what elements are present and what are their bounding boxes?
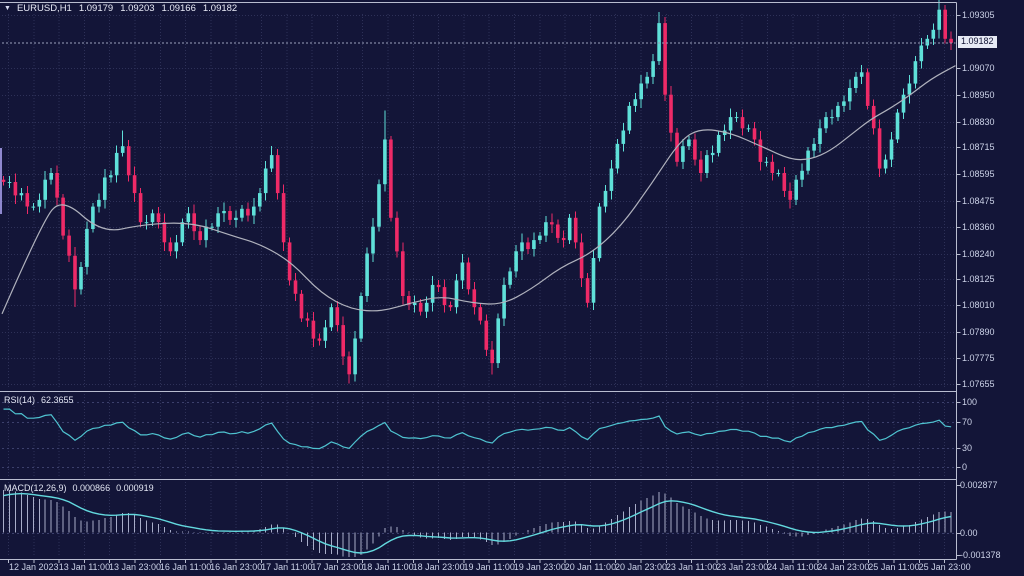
macd-indicator-label: MACD(12,26,9) 0.000866 0.000919 [4, 483, 154, 493]
price-tick-label: 1.09305 [962, 10, 995, 21]
time-tick-label: 16 Jan 11:00 [159, 562, 212, 572]
time-tick-label: 23 Jan 23:00 [716, 562, 769, 572]
time-tick-label: 24 Jan 11:00 [767, 562, 819, 572]
macd-value-signal: 0.000919 [116, 483, 154, 493]
current-price-label: 1.09182 [958, 36, 997, 49]
ohlc-close: 1.09182 [202, 3, 238, 14]
macd-histogram [3, 490, 952, 557]
price-tick-label: 1.08830 [962, 116, 995, 127]
price-tick-label: 1.08125 [962, 274, 995, 285]
time-tick-label: 20 Jan 11:00 [564, 562, 617, 572]
macd-name: MACD(12,26,9) [4, 483, 67, 493]
time-tick-label: 23 Jan 11:00 [665, 562, 718, 572]
time-tick-label: 25 Jan 11:00 [868, 562, 920, 572]
symbol-header: ▼ EURUSD,H1 1.09179 1.09203 1.09166 1.09… [4, 3, 237, 14]
macd-signal-line [3, 492, 952, 554]
price-tick-label: 1.07655 [962, 379, 995, 390]
macd-value-main: 0.000866 [72, 483, 111, 493]
symbol-dropdown-icon[interactable]: ▼ [4, 5, 11, 12]
time-tick-label: 16 Jan 23:00 [210, 562, 263, 572]
ohlc-high: 1.09203 [120, 3, 155, 14]
rsi-value: 62.3655 [41, 395, 74, 405]
time-tick-label: 13 Jan 11:00 [58, 562, 111, 572]
time-tick-label: 19 Jan 23:00 [513, 562, 566, 572]
macd-tick-label: -0.001378 [960, 550, 1001, 561]
rsi-name: RSI(14) [4, 395, 36, 405]
rsi-tick-label: 100 [962, 397, 978, 407]
macd-tick-label: 0.002877 [960, 480, 998, 491]
time-tick-label: 18 Jan 23:00 [412, 562, 465, 572]
rsi-line [3, 408, 952, 450]
time-tick-label: 17 Jan 23:00 [311, 562, 364, 572]
rsi-tick-label: 0 [962, 462, 968, 472]
price-tick-label: 1.08950 [962, 89, 995, 100]
rsi-tick-label: 30 [962, 442, 973, 453]
ohlc-low: 1.09166 [161, 3, 196, 14]
candles [1, 9, 953, 375]
price-tick-label: 1.08715 [962, 142, 995, 153]
axis-ticks [8, 15, 961, 563]
time-tick-label: 18 Jan 11:00 [362, 562, 414, 572]
rsi-tick-label: 70 [962, 416, 973, 427]
price-tick-label: 1.08240 [962, 248, 995, 259]
time-tick-label: 13 Jan 23:00 [108, 562, 162, 572]
price-tick-label: 1.08010 [962, 299, 995, 310]
time-tick-label: 19 Jan 11:00 [463, 562, 515, 572]
time-tick-label: 12 Jan 2023 [9, 562, 59, 572]
time-tick-label: 17 Jan 11:00 [261, 562, 313, 572]
price-tick-label: 1.07775 [962, 352, 995, 363]
time-tick-label: 24 Jan 23:00 [817, 562, 870, 572]
macd-tick-label: 0.00 [960, 527, 978, 538]
price-tick-label: 1.08595 [962, 169, 995, 180]
price-tick-label: 1.07890 [962, 326, 995, 337]
price-tick-label: 1.09070 [962, 62, 995, 73]
price-tick-label: 1.08360 [962, 221, 995, 232]
symbol-name: EURUSD,H1 [16, 3, 72, 14]
ma-line [1, 65, 956, 315]
time-tick-label: 20 Jan 23:00 [614, 562, 668, 572]
price-tick-label: 1.08475 [962, 195, 995, 206]
rsi-indicator-label: RSI(14) 62.3655 [4, 395, 74, 405]
time-tick-label: 25 Jan 23:00 [918, 562, 971, 572]
ohlc-open: 1.09179 [78, 3, 114, 14]
panel-borders [0, 2, 957, 560]
